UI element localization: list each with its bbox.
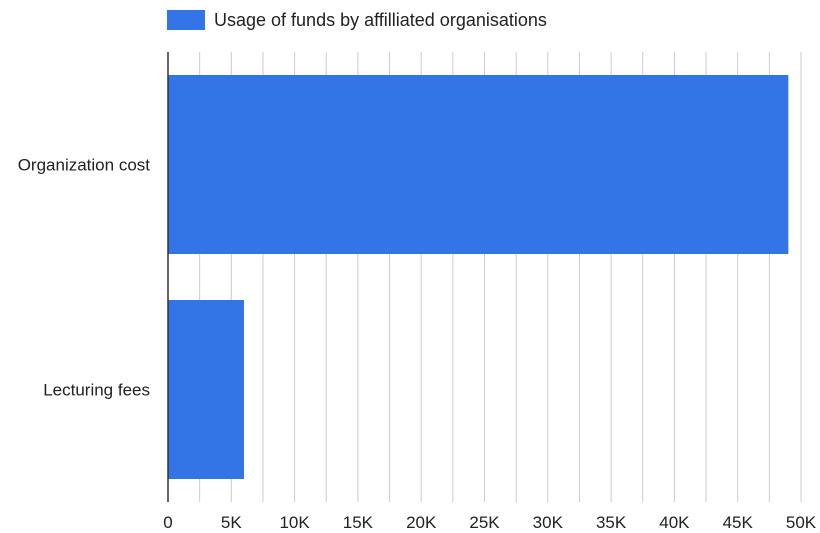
bar <box>168 300 244 479</box>
legend-label: Usage of funds by affilliated organisati… <box>214 9 547 30</box>
x-tick-label: 20K <box>406 513 437 532</box>
x-tick-label: 10K <box>279 513 310 532</box>
legend-swatch <box>167 10 205 30</box>
legend: Usage of funds by affilliated organisati… <box>167 9 547 31</box>
x-tick-label: 15K <box>343 513 374 532</box>
x-axis-tick-labels: 0 5K 10K 15K 20K 25K 30K 35K 40K 45K 50K <box>163 513 817 532</box>
x-tick-label: 45K <box>723 513 754 532</box>
bar <box>168 75 789 254</box>
x-tick-label: 40K <box>659 513 690 532</box>
category-label: Lecturing fees <box>43 381 150 400</box>
x-tick-label: 30K <box>533 513 564 532</box>
x-tick-label: 25K <box>469 513 500 532</box>
x-tick-label: 0 <box>163 513 172 532</box>
x-tick-label: 5K <box>221 513 242 532</box>
x-tick-label: 50K <box>786 513 817 532</box>
x-tick-label: 35K <box>596 513 627 532</box>
category-label: Organization cost <box>18 156 151 175</box>
category-labels: Organization cost Lecturing fees <box>18 156 151 400</box>
bars <box>168 75 789 479</box>
